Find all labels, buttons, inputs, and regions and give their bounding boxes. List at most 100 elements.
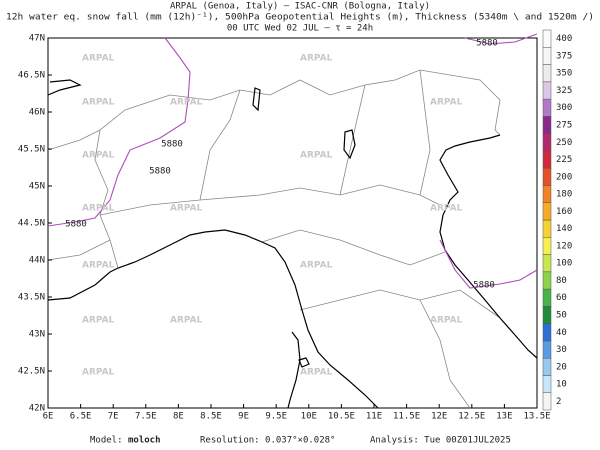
colorbar-box (542, 47, 552, 65)
lon-tick-label: 9E (238, 412, 249, 422)
colorbar-box (542, 29, 552, 48)
watermark: ARPAL (170, 204, 203, 214)
watermark: ARPAL (82, 98, 115, 108)
colorbar-box (542, 116, 552, 134)
colorbar-label: 300 (556, 103, 572, 113)
colorbar-box (542, 392, 552, 411)
watermark: ARPAL (82, 368, 115, 378)
lat-tick-label: 44N (29, 256, 45, 266)
colorbar-label: 275 (556, 121, 572, 131)
colorbar-label: 40 (556, 328, 567, 338)
lon-tick-label: 6.5E (70, 412, 92, 422)
watermark: ARPAL (300, 261, 333, 271)
coastline (439, 134, 538, 359)
lon-tick-label: 9.5E (265, 412, 287, 422)
contour-label: 5880 (161, 140, 183, 150)
colorbar-box (542, 98, 552, 117)
title-line: 00 UTC Wed 02 JUL – τ = 24h (227, 24, 373, 34)
lake (47, 79, 356, 160)
lat-tick-label: 44.5N (18, 219, 45, 229)
geopotential-contour (439, 239, 538, 289)
lon-tick-label: 12.5E (458, 412, 485, 422)
lat-tick-label: 47N (29, 34, 45, 44)
footer-label: Model: (90, 436, 123, 446)
footer-model: moloch (128, 436, 161, 446)
title-line: 12h water eq. snow fall (mm (12h)⁻¹), 50… (6, 13, 594, 23)
colorbar-label: 160 (556, 207, 572, 217)
colorbar-label: 250 (556, 138, 572, 148)
watermark: ARPAL (82, 54, 115, 64)
lon-tick-label: 6E (43, 412, 54, 422)
colorbar-label: 2 (556, 397, 561, 407)
colorbar-box (542, 133, 552, 152)
lon-tick-label: 7.5E (135, 412, 157, 422)
lon-tick-label: 10E (301, 412, 317, 422)
colorbar-label: 400 (556, 34, 572, 44)
watermark: ARPAL (170, 316, 203, 326)
watermark: ARPAL (300, 151, 333, 161)
colorbar-box (542, 357, 552, 376)
colorbar-box (542, 323, 552, 342)
watermark: ARPAL (82, 261, 115, 271)
colorbar-label: 20 (556, 362, 567, 372)
colorbar-box (542, 167, 552, 186)
colorbar-box (542, 237, 552, 255)
colorbar-label: 100 (556, 259, 572, 269)
footer-analysis: Analysis: Tue 00Z01JUL2025 (370, 436, 511, 446)
colorbar-label: 375 (556, 51, 572, 61)
country-border (94, 69, 501, 269)
colorbar-label: 80 (556, 276, 567, 286)
watermark: ARPAL (430, 204, 463, 214)
contour-label: 5880 (473, 281, 495, 291)
lat-tick-label: 45.5N (18, 145, 45, 155)
colorbar-box (542, 202, 552, 221)
colorbar-label: 30 (556, 345, 567, 355)
lon-tick-label: 8E (173, 412, 184, 422)
colorbar-box (542, 271, 552, 290)
geopotential-contour (47, 37, 191, 227)
colorbar-box (542, 306, 552, 324)
lat-tick-label: 42N (29, 404, 45, 414)
colorbar-label: 225 (556, 155, 572, 165)
colorbar-box (542, 254, 552, 273)
contour-label: 5880 (149, 167, 171, 177)
colorbar-box (542, 375, 552, 393)
lon-tick-label: 13E (496, 412, 512, 422)
coastline (287, 331, 301, 409)
lat-tick-label: 45N (29, 182, 45, 192)
watermark: ARPAL (300, 368, 333, 378)
lon-tick-label: 8.5E (200, 412, 222, 422)
lat-tick-label: 43.5N (18, 293, 45, 303)
colorbar-label: 50 (556, 311, 567, 321)
island (298, 357, 310, 368)
watermark: ARPAL (82, 151, 115, 161)
colorbar-box (542, 219, 552, 238)
lon-tick-label: 10.5E (328, 412, 355, 422)
lon-tick-label: 13.5E (523, 412, 550, 422)
colorbar-label: 200 (556, 172, 572, 182)
colorbar-box (542, 340, 552, 359)
contour-label: 5880 (65, 220, 87, 230)
lat-tick-label: 46.5N (18, 71, 45, 81)
colorbar-label: 140 (556, 224, 572, 234)
map-area: ARPAL ARPAL ARPAL ARPAL ARPAL ARPAL ARPAL ARPAL… (18, 33, 551, 422)
watermark: ARPAL (170, 98, 203, 108)
colorbar-label: 180 (556, 190, 572, 200)
colorbar-box (542, 81, 552, 100)
watermark: ARPAL (430, 316, 463, 326)
colorbar-box (542, 185, 552, 203)
colorbar-box (542, 288, 552, 307)
footer-resolution: Resolution: 0.037°×0.028° (200, 436, 335, 446)
watermark: ARPAL (300, 54, 333, 64)
title-line: ARPAL (Genoa, Italy) – ISAC-CNR (Bologna… (170, 2, 430, 12)
geopotential-contour (464, 33, 538, 45)
colorbar: 2 10 20 30 40 50 60 80 100 120 140 160 180 200 225 250 2… (542, 29, 572, 411)
colorbar-label: 350 (556, 69, 572, 79)
colorbar-label: 10 (556, 380, 567, 390)
colorbar-label: 60 (556, 293, 567, 303)
contour-label: 5880 (476, 39, 498, 49)
lat-tick-label: 43N (29, 330, 45, 340)
region-border (47, 69, 501, 409)
lon-tick-label: 11E (366, 412, 382, 422)
